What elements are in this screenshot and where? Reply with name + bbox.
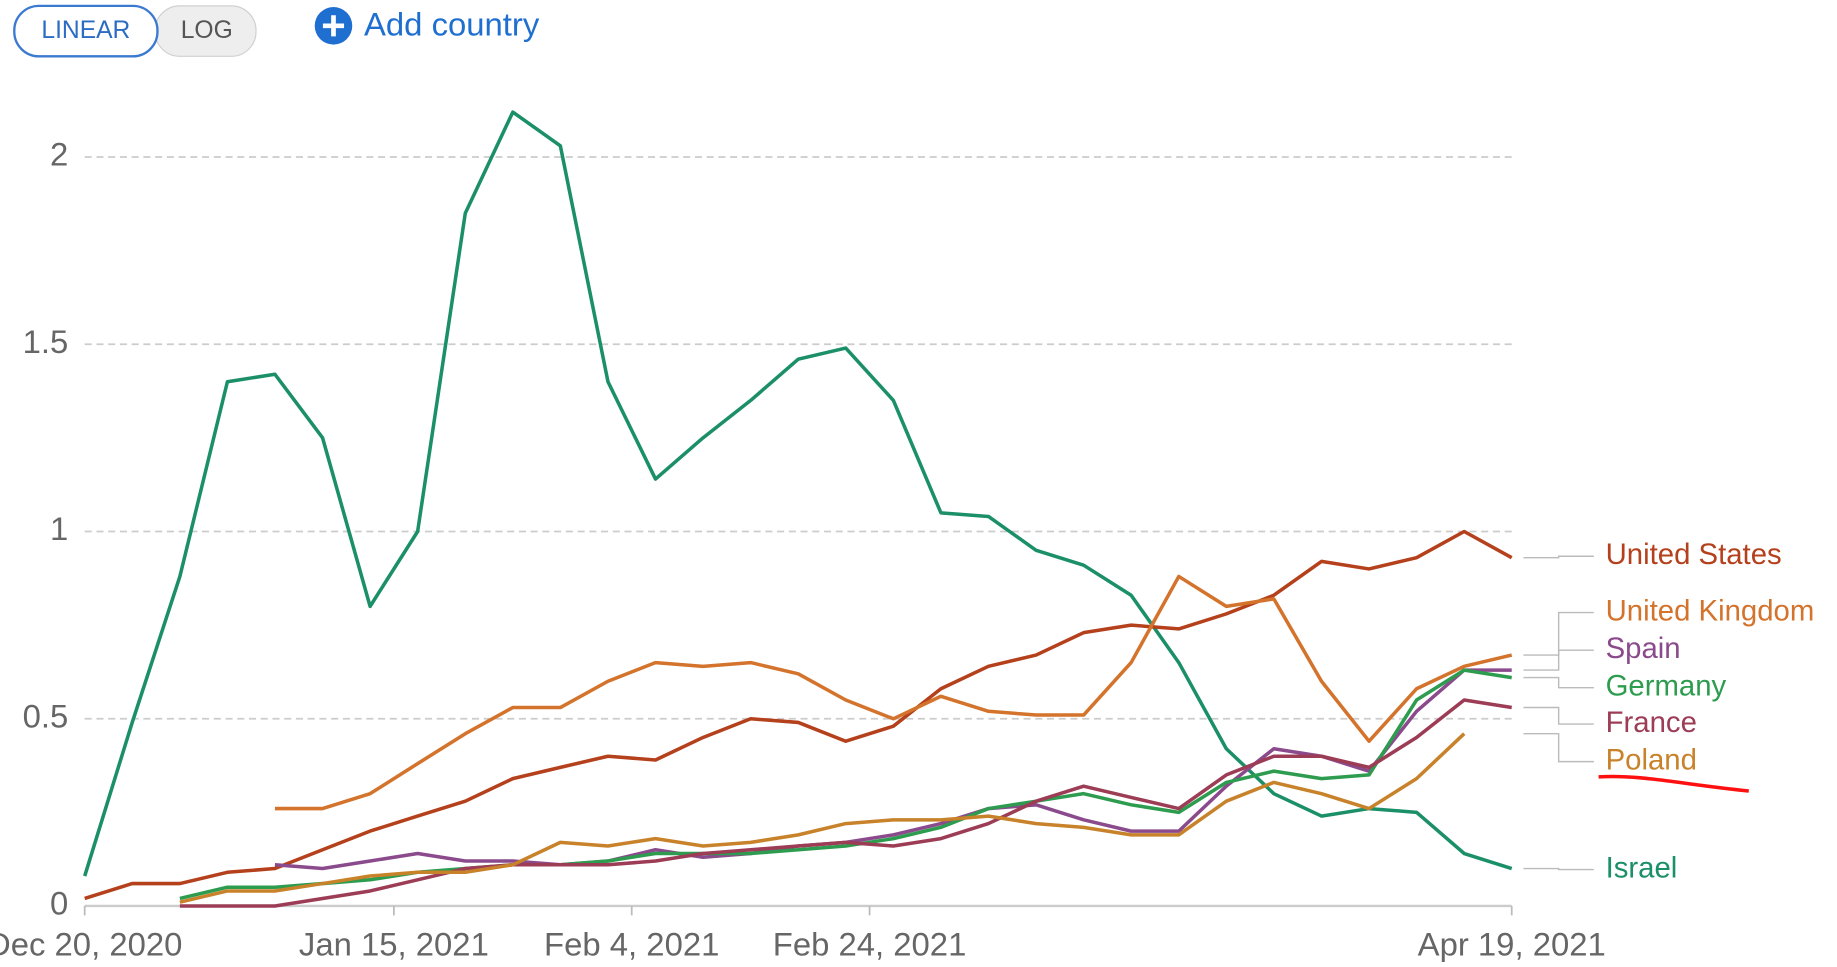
underline-annotation <box>1598 774 1749 793</box>
series-label: United Kingdom <box>1606 594 1815 627</box>
series-line <box>84 529 1513 901</box>
series-label: Germany <box>1606 669 1727 702</box>
label-connector <box>1523 611 1594 656</box>
x-tick-label: Apr 19, 2021 <box>1418 926 1606 963</box>
add-country-label[interactable]: Add country <box>364 6 540 43</box>
y-tick-label: 1 <box>50 510 68 547</box>
scale-toggle: LINEAR LOG <box>13 4 257 58</box>
linear-label[interactable]: LINEAR <box>41 17 130 44</box>
x-tick-label: Feb 4, 2021 <box>544 926 719 963</box>
y-tick-label: 1.5 <box>23 323 69 360</box>
x-tick-label: Dec 20, 2020 <box>0 926 182 963</box>
series-label: Israel <box>1606 851 1678 884</box>
x-tick-label: Feb 24, 2021 <box>773 926 967 963</box>
linear-button[interactable] <box>13 4 159 58</box>
label-connector <box>1523 649 1594 671</box>
add-country[interactable]: Add country <box>314 6 540 45</box>
label-connector <box>1523 733 1594 763</box>
label-connector <box>1523 555 1594 559</box>
series-label: Spain <box>1606 632 1681 665</box>
label-connector <box>1523 676 1594 689</box>
series-label: France <box>1606 706 1697 739</box>
y-tick-label: 0.5 <box>23 697 69 734</box>
y-tick-label: 0 <box>50 885 68 922</box>
series-line <box>179 698 1513 908</box>
series-line <box>179 732 1466 904</box>
series-label: Poland <box>1606 743 1697 776</box>
series-line <box>83 110 1513 877</box>
series-line <box>274 574 1513 811</box>
series-line <box>179 668 1513 901</box>
plus <box>322 15 345 37</box>
y-tick-label: 2 <box>50 136 68 173</box>
series-line <box>274 668 1512 871</box>
x-tick-label: Jan 15, 2021 <box>299 926 489 963</box>
series-label: United States <box>1606 538 1782 571</box>
label-connector <box>1523 706 1594 725</box>
label-connector <box>1523 867 1594 871</box>
log-label[interactable]: LOG <box>181 17 233 44</box>
